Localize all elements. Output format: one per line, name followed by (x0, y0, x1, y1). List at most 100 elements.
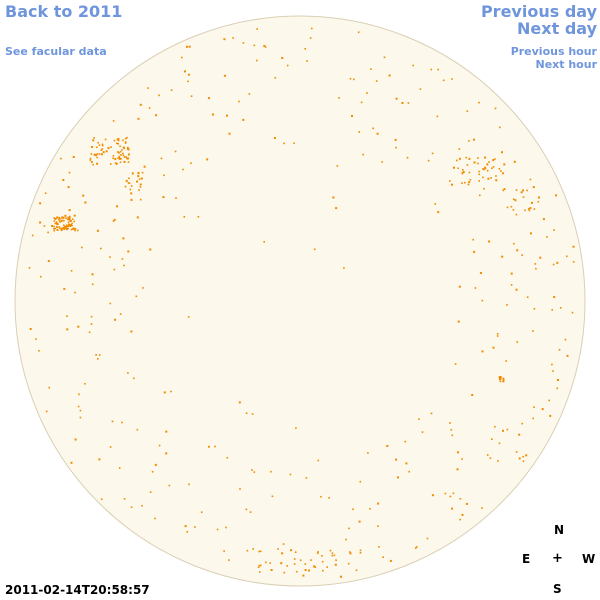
previous-hour-link[interactable]: Previous hour (510, 45, 597, 58)
facula-speck (259, 564, 262, 567)
facula-speck (53, 220, 56, 222)
facula-speck (457, 451, 459, 454)
facula-speck (453, 166, 455, 169)
facula-speck (53, 225, 55, 228)
facula-speck (208, 446, 210, 448)
facula-speck (43, 225, 46, 227)
facula-speck (73, 214, 76, 217)
facula-speck (351, 114, 353, 117)
facula-speck (113, 139, 116, 142)
facula-speck (96, 153, 99, 155)
facula-speck (39, 202, 42, 205)
facula-speck (491, 438, 493, 440)
facula-speck (123, 156, 126, 158)
facula-speck (139, 103, 142, 106)
facula-speck (129, 188, 132, 191)
facula-speck (226, 457, 229, 459)
facula-speck (121, 258, 124, 260)
facula-speck (522, 189, 525, 192)
facula-speck (256, 59, 258, 62)
facula-speck (45, 410, 48, 413)
facula-speck (366, 92, 368, 94)
facula-speck (478, 170, 480, 173)
facula-speck (295, 570, 298, 573)
facula-speck (270, 569, 273, 571)
facula-speck (335, 559, 337, 561)
facula-speck (84, 383, 86, 385)
facula-speck (70, 228, 73, 231)
facula-speck (501, 151, 503, 154)
facula-speck (223, 38, 226, 41)
facula-speck (397, 476, 399, 479)
facula-speck (388, 74, 391, 77)
facula-speck (122, 152, 124, 155)
facula-speck (249, 511, 252, 513)
facula-speck (242, 118, 245, 121)
facula-speck (477, 162, 479, 165)
facula-speck (302, 574, 305, 577)
facula-speck (123, 264, 125, 267)
see-facular-data-link[interactable]: See facular data (5, 45, 107, 58)
facula-speck (197, 216, 200, 218)
facula-speck (304, 48, 306, 50)
facula-speck (481, 350, 484, 353)
facula-speck (127, 250, 130, 253)
facula-speck (359, 480, 362, 483)
facula-speck (281, 57, 284, 59)
facula-speck (486, 454, 489, 456)
facula-speck (117, 151, 119, 153)
facula-speck (506, 206, 509, 209)
facula-speck (492, 159, 495, 162)
facula-speck (449, 180, 451, 182)
facula-speck (334, 563, 337, 566)
facula-speck (259, 571, 261, 573)
facula-speck (91, 146, 94, 148)
facula-speck (349, 552, 352, 555)
facula-speck (340, 575, 342, 578)
facula-speck (127, 146, 129, 149)
next-hour-link[interactable]: Next hour (535, 58, 598, 71)
facula-speck (170, 89, 173, 91)
facula-speck (488, 161, 490, 163)
facula-speck (369, 508, 371, 510)
facula-speck (360, 101, 363, 104)
facula-speck (109, 256, 111, 258)
back-to-year-link[interactable]: Back to 2011 (5, 2, 123, 21)
facula-speck (228, 132, 231, 135)
facula-speck (451, 183, 453, 186)
facula-speck (293, 142, 295, 145)
facula-speck (131, 172, 134, 175)
previous-day-link[interactable]: Previous day (480, 2, 597, 21)
facula-speck (119, 145, 121, 148)
facula-speck (66, 315, 68, 317)
facula-speck (377, 502, 380, 505)
facula-speck (88, 331, 91, 334)
facula-speck (53, 217, 55, 219)
facula-speck (82, 194, 85, 197)
facula-speck (533, 208, 536, 210)
facula-speck (362, 153, 364, 156)
facula-speck (79, 416, 82, 419)
facula-speck (89, 159, 92, 161)
facula-speck (542, 218, 545, 221)
facula-speck (54, 227, 56, 230)
next-day-link[interactable]: Next day (517, 19, 597, 38)
facula-speck (551, 309, 553, 311)
facula-speck (309, 37, 312, 39)
facula-speck (529, 207, 532, 210)
facula-speck (124, 137, 127, 140)
facula-speck (109, 446, 112, 448)
facula-speck (449, 495, 452, 498)
facula-speck (468, 157, 471, 160)
facula-speck (139, 198, 142, 201)
facula-speck (556, 261, 559, 264)
facula-speck (67, 227, 69, 230)
facula-speck (377, 525, 379, 527)
faculae-layer (28, 27, 575, 578)
facula-speck (66, 225, 68, 228)
facula-speck (51, 225, 54, 227)
facula-speck (513, 160, 516, 163)
facula-speck (112, 157, 114, 160)
facula-speck (74, 227, 77, 230)
facula-speck (184, 525, 187, 528)
